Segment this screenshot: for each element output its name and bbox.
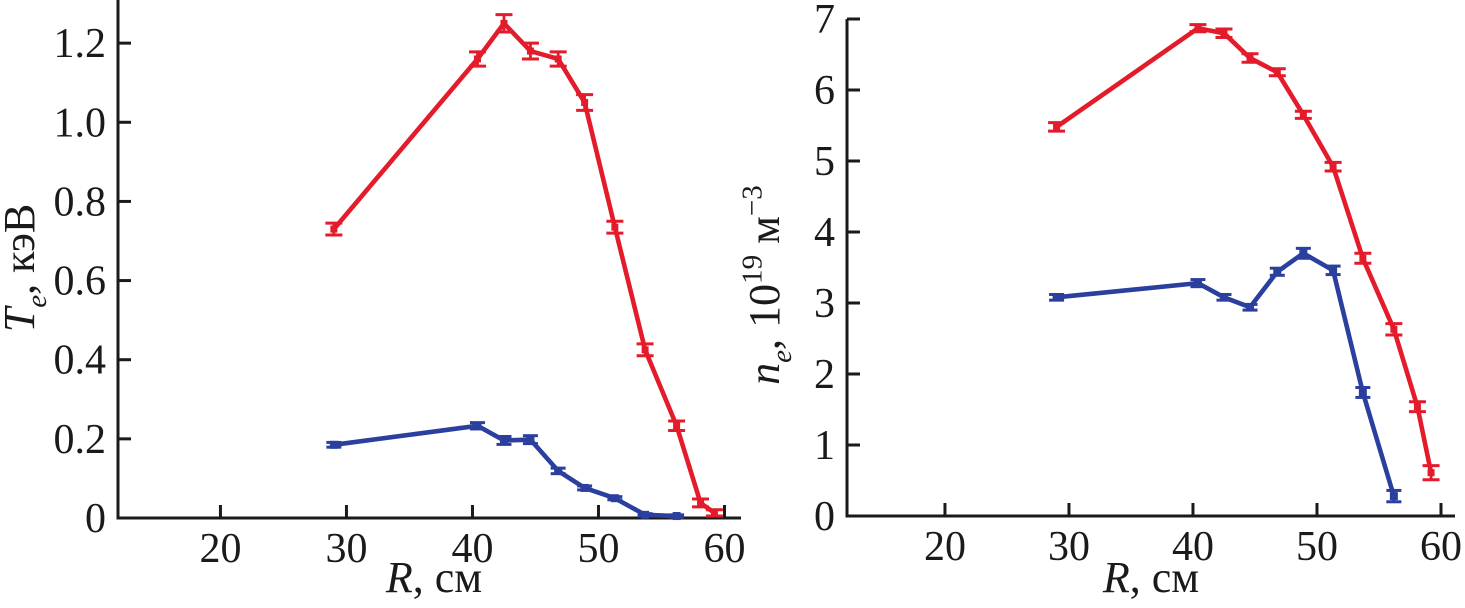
- y-tick-label: 3: [814, 281, 835, 327]
- y-tick-label: 7: [814, 0, 835, 43]
- y-tick-label: 0: [85, 496, 106, 542]
- marker: [1329, 266, 1338, 275]
- marker: [1052, 293, 1061, 302]
- marker: [1389, 492, 1398, 501]
- right-chart: 20 30 40 50 60 0 1 2 3 4 5 6 7 R, см ne, 1019 м−3: [736, 0, 1462, 602]
- marker: [1299, 249, 1308, 258]
- marker: [1413, 403, 1421, 411]
- marker: [1358, 388, 1367, 397]
- marker: [554, 55, 562, 63]
- marker: [1194, 24, 1202, 32]
- y-tick-label: 1.2: [54, 21, 107, 67]
- marker: [500, 19, 508, 27]
- series-red-curve: [325, 13, 723, 518]
- y-axis-label: Te, кэВ: [0, 204, 53, 332]
- series-blue-curve: [1049, 246, 1402, 504]
- axes: [845, 19, 1455, 518]
- marker: [697, 499, 705, 507]
- x-tick-label: 50: [577, 526, 619, 572]
- marker: [554, 466, 563, 475]
- marker: [673, 422, 681, 430]
- x-tick-label: 60: [1420, 524, 1462, 570]
- left-chart: 20 30 40 50 60 0 0.2 0.4 0.6 0.8 1.0 1.2 R, см Te, кэ…: [0, 0, 745, 602]
- marker: [1273, 267, 1282, 276]
- marker: [329, 440, 338, 449]
- marker: [610, 494, 619, 503]
- y-tick-label: 0: [814, 494, 835, 540]
- marker: [672, 512, 681, 521]
- series-line: [1056, 251, 1397, 497]
- y-tick-label: 1.0: [54, 100, 107, 146]
- x-tick-label: 40: [1172, 524, 1214, 570]
- marker: [1329, 163, 1337, 171]
- series-blue-curve: [326, 421, 685, 521]
- marker: [1246, 303, 1255, 312]
- marker: [580, 483, 589, 492]
- marker: [1273, 68, 1281, 76]
- x-tick-label: 60: [703, 526, 745, 572]
- marker: [1246, 54, 1254, 62]
- axes: [116, 0, 741, 520]
- marker: [1053, 123, 1061, 131]
- marker: [526, 47, 534, 55]
- x-axis-label: R, см: [1102, 553, 1199, 602]
- y-tick-label: 0.8: [54, 179, 107, 225]
- x-tick-label: 50: [1296, 524, 1338, 570]
- x-tick-label: 40: [451, 526, 493, 572]
- marker: [474, 55, 482, 63]
- y-tick-label: 1: [814, 423, 835, 469]
- marker: [1359, 254, 1367, 262]
- marker: [473, 421, 482, 430]
- marker: [710, 509, 718, 517]
- y-tick-label: 0.4: [54, 338, 107, 384]
- marker: [1390, 325, 1398, 333]
- marker: [641, 346, 649, 354]
- marker: [1219, 293, 1228, 302]
- x-tick-label: 30: [325, 526, 367, 572]
- marker: [1427, 469, 1435, 477]
- x-axis-label: R, см: [385, 553, 482, 602]
- y-tick-label: 0.2: [54, 417, 107, 463]
- y-tick-label: 6: [814, 68, 835, 114]
- x-tick-label: 30: [1048, 524, 1090, 570]
- series-line: [1055, 25, 1434, 474]
- x-tick-label: 20: [199, 526, 241, 572]
- series-red-curve: [1048, 23, 1440, 482]
- marker: [499, 436, 508, 445]
- y-tick-label: 2: [814, 352, 835, 398]
- marker: [641, 510, 650, 519]
- marker: [1299, 111, 1307, 119]
- y-tick-label: 0.6: [54, 259, 107, 305]
- y-tick-label: 4: [814, 210, 835, 256]
- y-axis-label: ne, 1019 м−3: [736, 185, 797, 385]
- marker: [611, 223, 619, 231]
- marker: [526, 435, 535, 444]
- marker: [581, 98, 589, 106]
- y-tick-label: 5: [814, 139, 835, 185]
- marker: [1193, 279, 1202, 288]
- marker: [330, 225, 338, 233]
- marker: [1220, 29, 1228, 37]
- x-tick-label: 20: [924, 524, 966, 570]
